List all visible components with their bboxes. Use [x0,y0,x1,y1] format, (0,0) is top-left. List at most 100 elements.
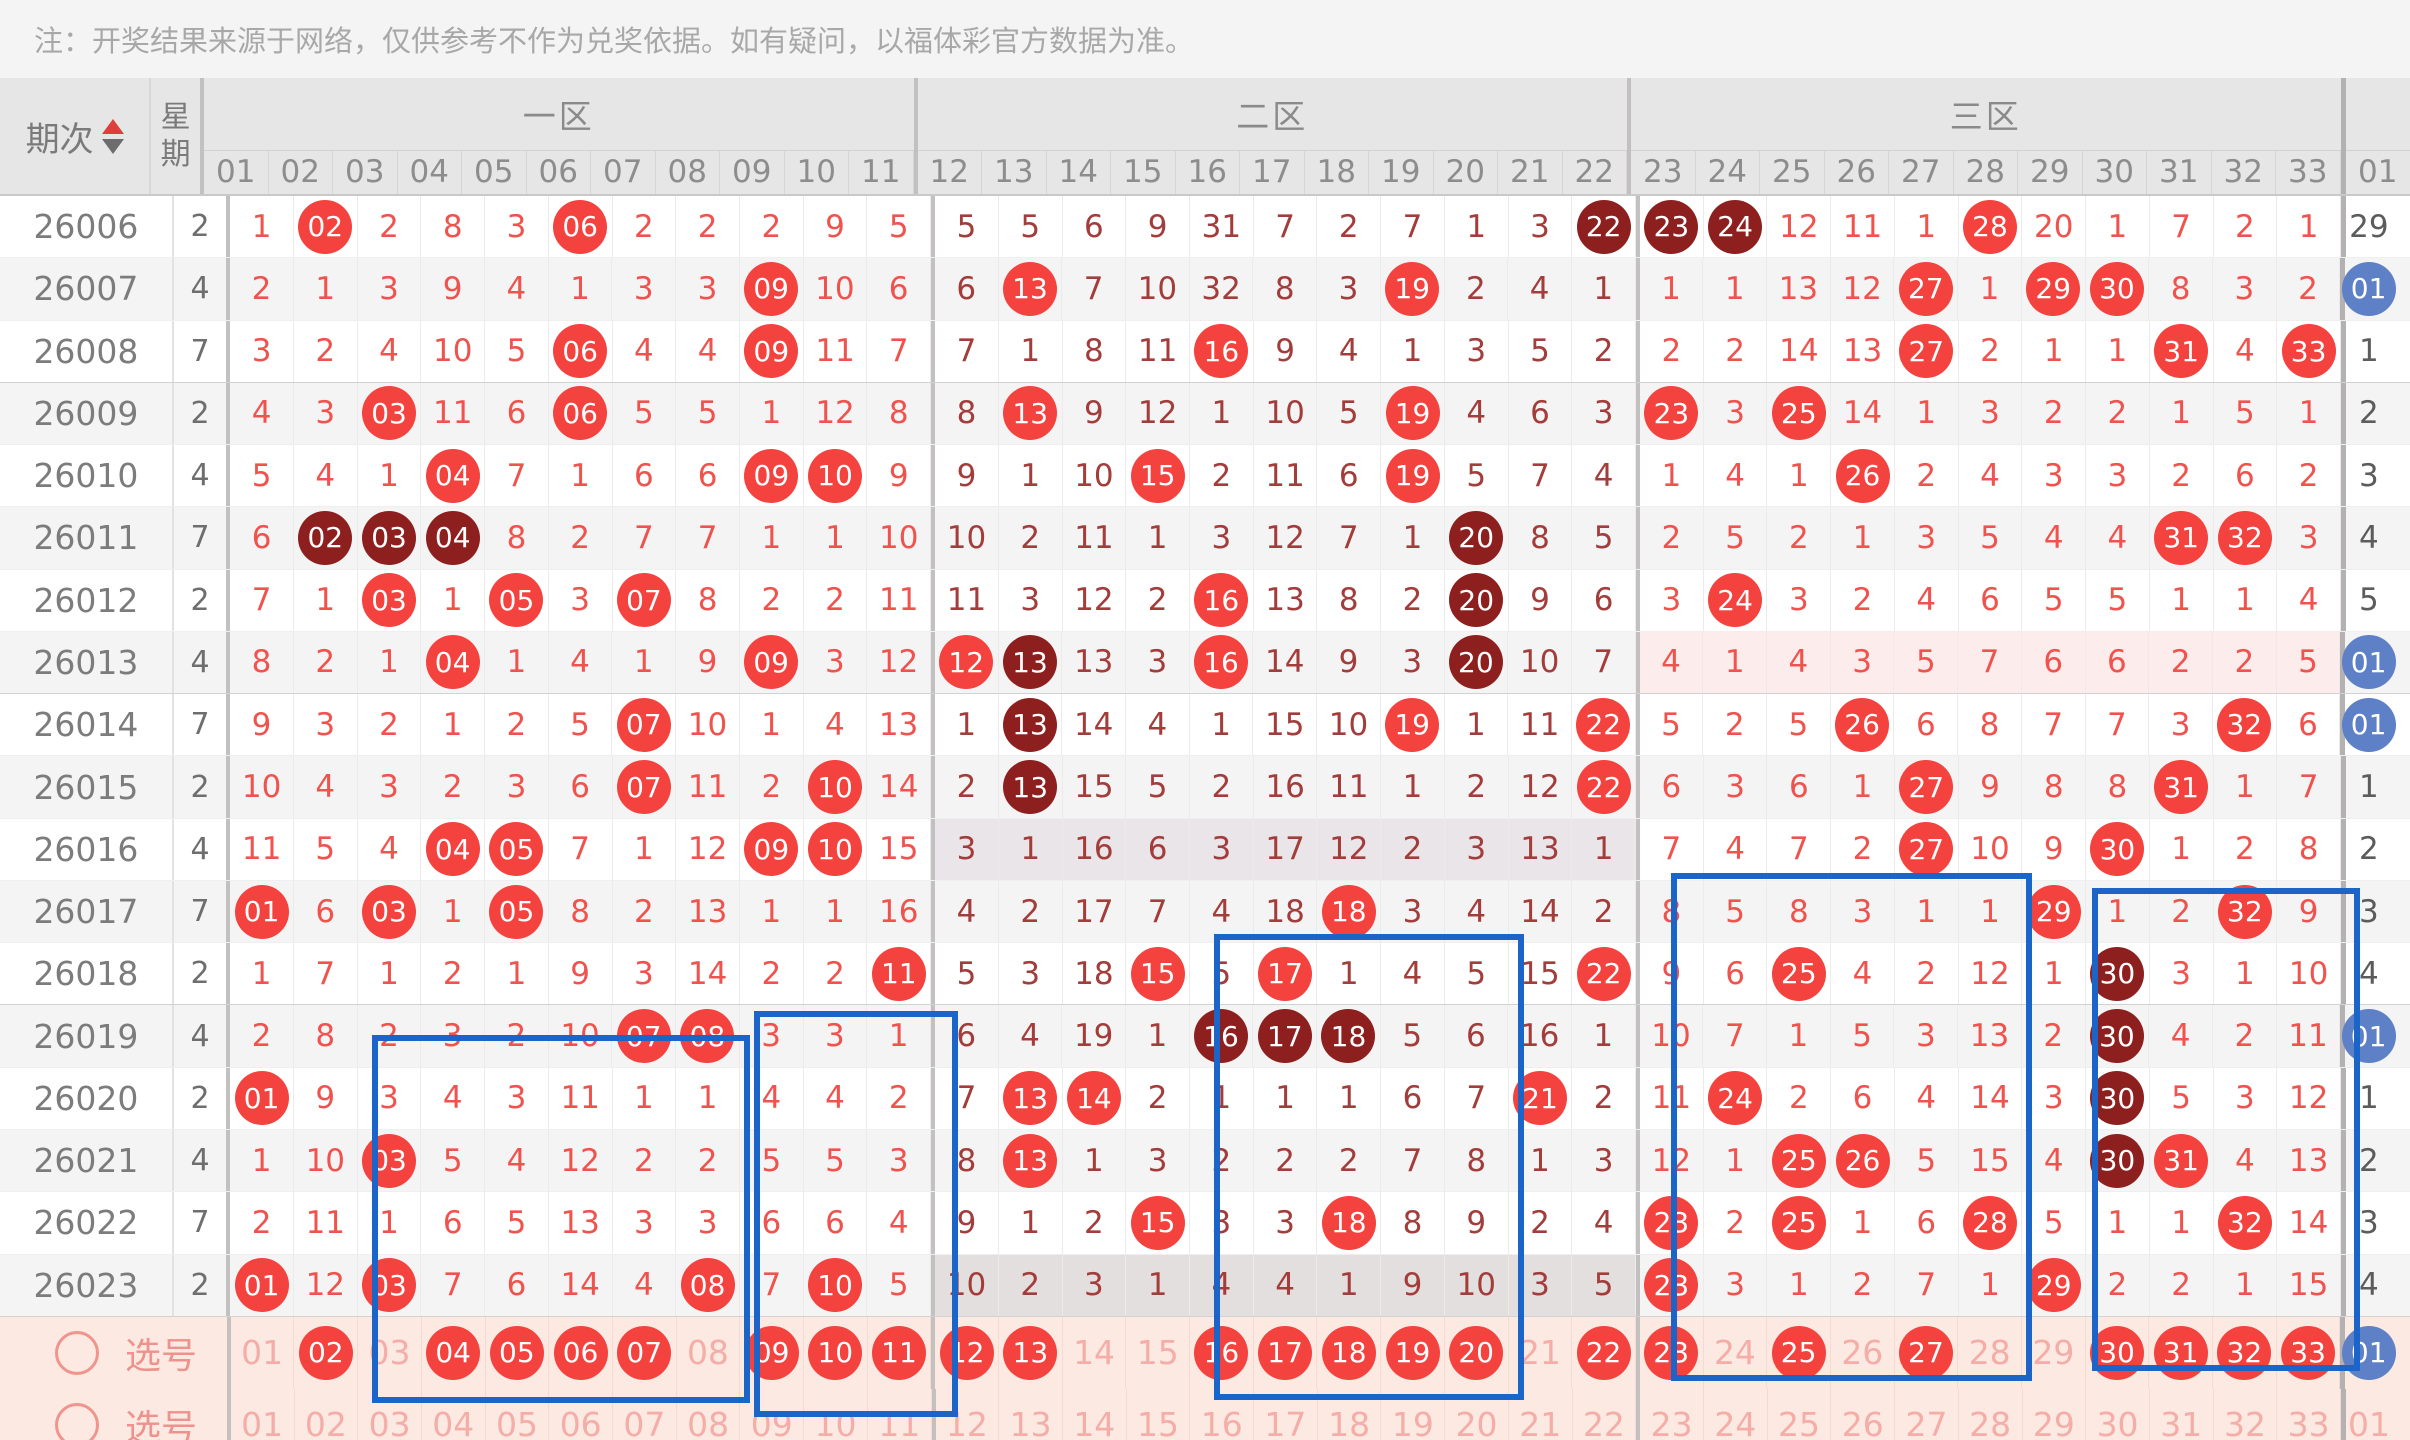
pick-number-cell[interactable]: 05 [486,1316,550,1389]
pick-blue-cell[interactable]: 01 [2341,1317,2410,1389]
pick-number-cell[interactable]: 23 [1640,1316,1704,1389]
pick-number-cell[interactable]: 08 [677,1316,741,1389]
pick-number-cell[interactable]: 07 [613,1388,677,1440]
miss-count: 4 [697,333,718,370]
pick-radio-button[interactable] [55,1330,99,1375]
pick-number-cell[interactable]: 14 [1063,1316,1127,1389]
pick-number-cell[interactable]: 03 [358,1316,422,1389]
pick-number-cell[interactable]: 02 [294,1316,359,1389]
pick-number-cell[interactable]: 10 [804,1316,868,1389]
number-cell: 08 [676,1005,740,1067]
pick-number-cell[interactable]: 03 [358,1388,422,1440]
pick-number-cell[interactable]: 28 [1958,1316,2023,1389]
pick-number-cell[interactable]: 13 [999,1316,1063,1389]
pick-number-cell[interactable]: 09 [740,1388,805,1440]
pick-number-cell[interactable]: 07 [613,1316,677,1389]
pick-number-cell[interactable]: 21 [1509,1316,1573,1389]
pick-number-cell[interactable]: 11 [868,1316,932,1389]
miss-count: 5 [1661,706,1681,743]
pick-number-cell[interactable]: 31 [2150,1388,2214,1440]
miss-count: 1 [1402,769,1423,806]
pick-number-cell[interactable]: 25 [1768,1388,1832,1440]
pick-number-cell[interactable]: 17 [1254,1388,1318,1440]
miss-count: 2 [1593,333,1614,370]
pick-number-cell[interactable]: 01 [231,1316,295,1389]
pick-number-cell[interactable]: 32 [2214,1388,2278,1440]
number-cell: 4 [1767,631,1831,694]
miss-count: 1 [825,519,845,556]
pick-number-cell[interactable]: 06 [549,1316,613,1389]
miss-count: 6 [506,395,527,432]
number-cell: 2 [2022,382,2087,445]
pick-number: 23 [1650,1405,1693,1440]
drawn-ball: 25 [1771,1195,1826,1250]
pick-number-cell[interactable]: 06 [549,1388,614,1440]
pick-number-cell[interactable]: 20 [1445,1388,1509,1440]
number-cell: 4 [1190,1254,1254,1316]
pick-number-cell[interactable]: 30 [2086,1316,2150,1389]
pick-number-cell[interactable]: 27 [1895,1388,1959,1440]
pick-number-cell[interactable]: 15 [1126,1316,1191,1389]
pick-number-cell[interactable]: 14 [1063,1388,1127,1440]
pick-number-cell[interactable]: 21 [1509,1388,1573,1440]
pick-number-cell[interactable]: 15 [1127,1388,1191,1440]
pick-number-cell[interactable]: 33 [2277,1388,2342,1440]
pick-number-cell[interactable]: 17 [1254,1316,1318,1389]
pick-number-cell[interactable]: 32 [2213,1316,2277,1389]
pick-number-cell[interactable]: 23 [1640,1388,1704,1440]
drawn-ball: 01 [234,1071,289,1126]
pick-number-cell[interactable]: 16 [1190,1316,1254,1389]
pick-number-cell[interactable]: 04 [422,1388,486,1440]
pick-number-cell[interactable]: 18 [1318,1388,1382,1440]
pick-number-cell[interactable]: 10 [804,1388,868,1440]
pick-number-cell[interactable]: 29 [2023,1388,2087,1440]
pick-number-cell[interactable]: 22 [1572,1316,1636,1389]
sort-desc-icon[interactable] [101,138,124,154]
miss-count: 3 [506,1080,527,1117]
pick-number-cell[interactable]: 11 [868,1388,932,1440]
pick-number-cell[interactable]: 26 [1831,1388,1896,1440]
week-cell: 2 [174,569,231,631]
pick-number-cell[interactable]: 08 [677,1388,741,1440]
pick-number-cell[interactable]: 16 [1190,1388,1255,1440]
pick-blue-cell[interactable]: 01 [2346,1389,2410,1440]
miss-count: 15 [1074,769,1114,806]
repeat-ball: 30 [2089,1009,2144,1064]
pick-number-cell[interactable]: 29 [2022,1316,2086,1389]
pick-number-cell[interactable]: 31 [2149,1316,2214,1389]
pick-number-cell[interactable]: 13 [999,1388,1063,1440]
pick-number-cell[interactable]: 04 [422,1316,486,1389]
pick-number-cell[interactable]: 22 [1573,1388,1637,1440]
table-row: 26010 4 5 4 1 04 7 1 6 6 09 10 9 9 1 10 15 2 11 6 19 5 7 4 1 4 1 26… [0,445,2410,508]
pick-number-cell[interactable]: 01 [231,1388,295,1440]
pick-number-cell[interactable]: 02 [295,1388,359,1440]
pick-number-cell[interactable]: 12 [935,1316,1000,1389]
pick-number-cell[interactable]: 26 [1831,1316,1895,1389]
pick-number-cell[interactable]: 18 [1317,1316,1382,1389]
pick-number-cell[interactable]: 33 [2277,1316,2341,1389]
number-cell: 2 [358,196,422,258]
pick-number-cell[interactable]: 05 [486,1388,550,1440]
number-cell: 16 [1254,756,1318,818]
pick-number-cell[interactable]: 19 [1381,1388,1446,1440]
number-cell: 1 [485,631,549,694]
pick-number-cell[interactable]: 25 [1767,1316,1831,1389]
number-cell: 30 [2086,258,2150,320]
pick-number-cell[interactable]: 28 [1959,1388,2023,1440]
pick-radio-button[interactable] [55,1402,99,1440]
pick-number-cell[interactable]: 30 [2086,1388,2150,1440]
sort-control[interactable] [101,118,124,154]
pick-number-cell[interactable]: 09 [740,1316,804,1389]
pick-number-cell[interactable]: 20 [1445,1316,1509,1389]
pick-number-cell[interactable]: 19 [1381,1316,1445,1389]
pick-number-cell[interactable]: 12 [936,1388,1000,1440]
number-cell: 9 [1381,1254,1445,1316]
number-cell: 6 [1894,694,1959,756]
sort-asc-icon[interactable] [101,118,124,134]
pick-number-cell[interactable]: 24 [1704,1316,1768,1389]
drawn-ball: 25 [1771,946,1826,1001]
pick-number-cell[interactable]: 24 [1704,1388,1768,1440]
pick-number-cell[interactable]: 27 [1895,1316,1959,1389]
drawn-ball: 33 [2281,1325,2336,1380]
period-column-header[interactable]: 期次 [0,78,152,194]
